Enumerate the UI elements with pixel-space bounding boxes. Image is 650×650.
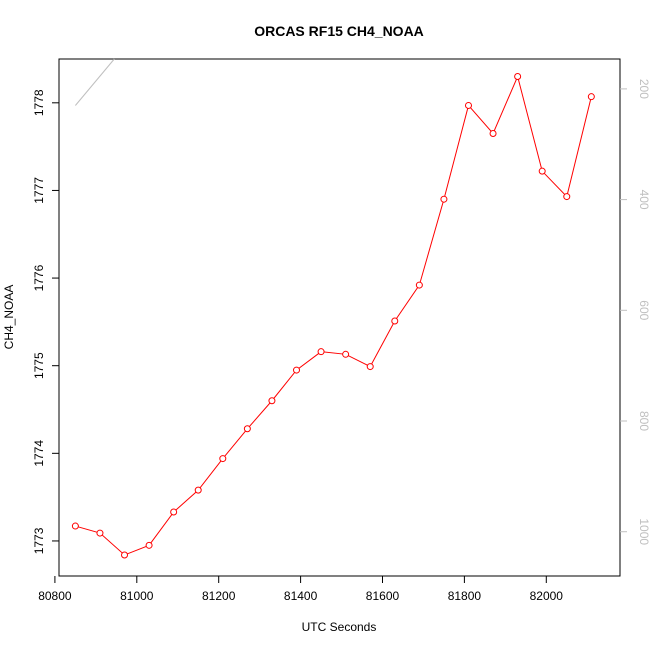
data-point (194, 486, 202, 494)
data-point (489, 129, 497, 137)
secondary-series (74, 58, 115, 106)
x-axis-label: UTC Seconds (302, 620, 377, 634)
y-tick-label: 1778 (32, 89, 46, 116)
y-tick-label: 1774 (32, 440, 46, 467)
data-point (563, 193, 571, 201)
y-tick-label: 1777 (32, 177, 46, 204)
x-tick-label: 81600 (366, 589, 400, 603)
data-point (145, 541, 153, 549)
data-point (415, 281, 423, 289)
x-tick-label: 81000 (120, 589, 154, 603)
data-point (440, 195, 448, 203)
y2-tick-label: 1000 (637, 518, 650, 545)
x-tick-label: 81200 (202, 589, 236, 603)
data-point (121, 551, 129, 559)
data-point (268, 397, 276, 405)
y2-tick-label: 200 (637, 79, 650, 99)
data-point (342, 350, 350, 358)
data-point (96, 529, 104, 537)
data-point (317, 348, 325, 356)
x-tick-label: 81800 (448, 589, 482, 603)
data-point (219, 455, 227, 463)
y2-tick-label: 800 (637, 411, 650, 431)
y2-tick-label: 400 (637, 190, 650, 210)
plot-frame (58, 58, 621, 577)
data-point (514, 73, 522, 81)
series-line (75, 74, 592, 556)
data-point (464, 101, 472, 109)
chart-title: ORCAS RF15 CH4_NOAA (254, 23, 424, 39)
data-point (538, 167, 546, 175)
secondary-y-axis: 200 400 600 800 1000 (620, 79, 650, 545)
x-axis: 80800 81000 81200 81400 81600 81800 82000 (38, 576, 563, 603)
data-point (366, 363, 374, 371)
y2-tick-label: 600 (637, 300, 650, 320)
data-point (293, 366, 301, 374)
x-tick-label: 82000 (530, 589, 564, 603)
data-point (71, 522, 79, 530)
x-tick-label: 80800 (38, 589, 72, 603)
y-tick-label: 1775 (32, 352, 46, 379)
data-series (71, 73, 595, 559)
secondary-series-line (74, 58, 115, 106)
data-point (243, 425, 251, 433)
data-point (587, 93, 595, 101)
y-axis-label: CH4_NOAA (2, 285, 16, 350)
x-tick-label: 81400 (284, 589, 318, 603)
y-axis: 1773 1774 1775 1776 1777 1778 (32, 89, 59, 554)
y-tick-label: 1776 (32, 264, 46, 291)
y-tick-label: 1773 (32, 527, 46, 554)
data-point (170, 508, 178, 516)
data-point (391, 317, 399, 325)
